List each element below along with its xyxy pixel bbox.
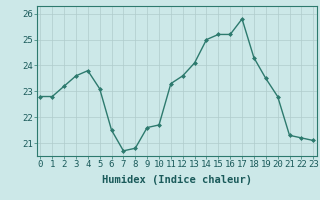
X-axis label: Humidex (Indice chaleur): Humidex (Indice chaleur) bbox=[102, 175, 252, 185]
